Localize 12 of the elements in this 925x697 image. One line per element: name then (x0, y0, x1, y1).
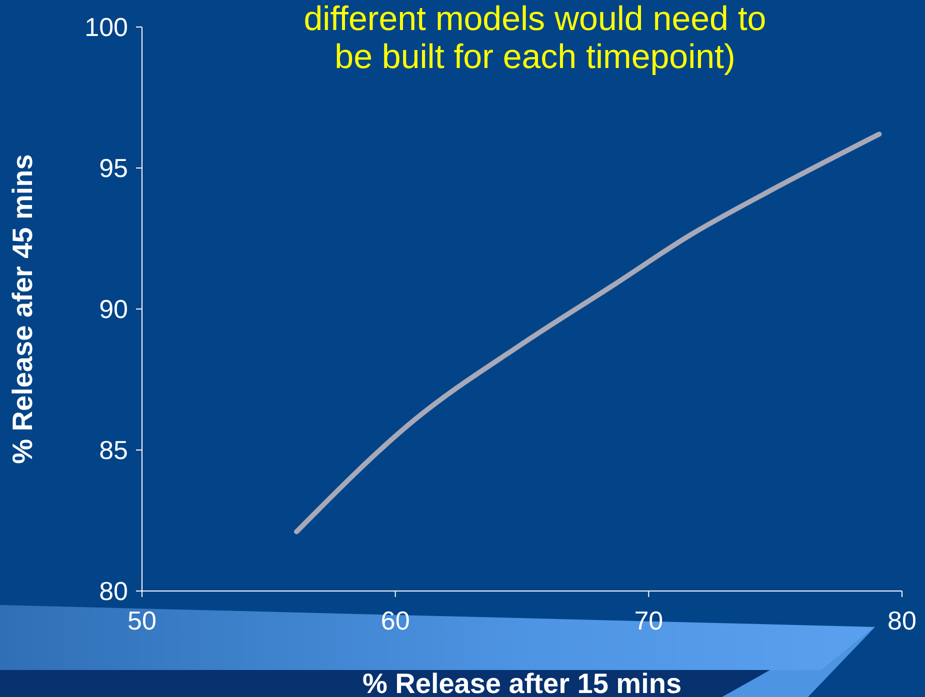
x-tick-label: 60 (380, 605, 410, 636)
x-tick-label: 70 (634, 605, 664, 636)
y-tick-label: 95 (99, 153, 128, 184)
y-tick-label: 100 (84, 12, 128, 42)
x-axis-title: % Release after 15 mins (362, 668, 682, 697)
y-tick-label: 80 (99, 576, 128, 606)
y-tick-label: 85 (99, 435, 128, 466)
x-tick-label: 80 (888, 605, 916, 636)
chart-title: different models would need to be built for each timepoint) (302, 0, 768, 76)
x-tick-label: 50 (128, 605, 156, 636)
y-tick-label: 90 (99, 294, 128, 324)
y-axis-title: % Release afer 45 mins (6, 154, 38, 464)
